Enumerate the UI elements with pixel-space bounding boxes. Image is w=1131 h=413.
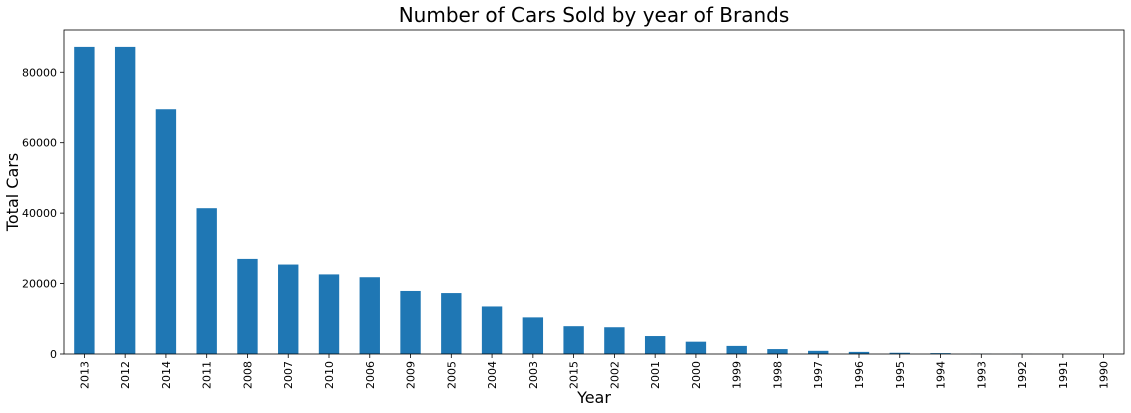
- y-axis-label: Total Cars: [3, 153, 22, 232]
- bar-2004: [481, 306, 503, 354]
- x-axis-label: Year: [576, 388, 611, 407]
- x-tick-label: 2003: [527, 361, 540, 389]
- bar-1997: [808, 350, 829, 354]
- x-tick-label: 1996: [853, 361, 866, 389]
- y-tick-label: 20000: [22, 278, 57, 291]
- x-tick-label: 2002: [608, 361, 621, 389]
- bar-2013: [74, 46, 95, 354]
- bar-2009: [400, 290, 421, 354]
- bar-2014: [155, 109, 177, 354]
- x-tick-label: 2008: [241, 361, 254, 389]
- plot-area: 2013 2012 2014 2011 2008 2007 2010 2006 2009 2005…: [22, 29, 1125, 389]
- x-tick-label: 1993: [975, 361, 988, 389]
- bar-1999: [726, 345, 747, 354]
- chart-title: Number of Cars Sold by year of Brands: [399, 3, 790, 27]
- x-tick-label: 1995: [894, 361, 907, 389]
- x-tick-label: 2012: [119, 361, 132, 389]
- x-tick-label: 2015: [568, 361, 581, 389]
- bar-2007: [278, 264, 299, 354]
- x-tick-label: 2011: [201, 361, 214, 389]
- bar-2011: [196, 208, 217, 354]
- x-tick-label: 2014: [160, 361, 173, 389]
- bar-1998: [767, 349, 788, 354]
- bar-2015: [563, 326, 584, 354]
- x-tick-label: 1997: [812, 361, 825, 389]
- bar-2001: [644, 336, 666, 354]
- y-tick-label: 40000: [22, 207, 57, 220]
- x-tick-label: 2004: [486, 361, 499, 389]
- bar-2003: [522, 317, 544, 354]
- x-tick-label: 1990: [1098, 361, 1111, 389]
- x-tick-label: 1999: [731, 361, 744, 389]
- x-tick-label: 2010: [323, 361, 336, 389]
- plot-frame: [63, 29, 1125, 355]
- x-tick-label: 1994: [935, 361, 948, 389]
- bar-2006: [359, 277, 380, 354]
- x-tick-label: 1991: [1057, 361, 1070, 389]
- x-tick-label: 2005: [445, 361, 458, 389]
- bars-group: [74, 46, 1114, 354]
- x-ticks-group: 2013 2012 2014 2011 2008 2007 2010 2006 2009 2005…: [78, 354, 1111, 389]
- bar-2012: [114, 46, 136, 354]
- bar-2010: [318, 274, 340, 354]
- bar-1995: [889, 352, 910, 354]
- x-tick-label: 2009: [405, 361, 418, 389]
- bar-2008: [237, 258, 258, 354]
- x-tick-label: 2007: [282, 361, 295, 389]
- bar-2002: [604, 327, 625, 354]
- x-tick-label: 2006: [364, 361, 377, 389]
- x-tick-label: 1998: [771, 361, 784, 389]
- x-tick-label: 2013: [78, 361, 91, 389]
- y-ticks-group: 0 20000 40000 60000 80000: [22, 66, 64, 361]
- x-tick-label: 2001: [649, 361, 662, 389]
- x-tick-label: 2000: [690, 361, 703, 389]
- bar-2005: [441, 293, 462, 354]
- bar-1994: [930, 353, 951, 354]
- bar-1996: [848, 351, 870, 354]
- y-tick-label: 80000: [22, 66, 57, 79]
- y-tick-label: 60000: [22, 137, 57, 150]
- bar-2000: [685, 341, 707, 354]
- x-tick-label: 1992: [1016, 361, 1029, 389]
- y-tick-label: 0: [50, 348, 57, 361]
